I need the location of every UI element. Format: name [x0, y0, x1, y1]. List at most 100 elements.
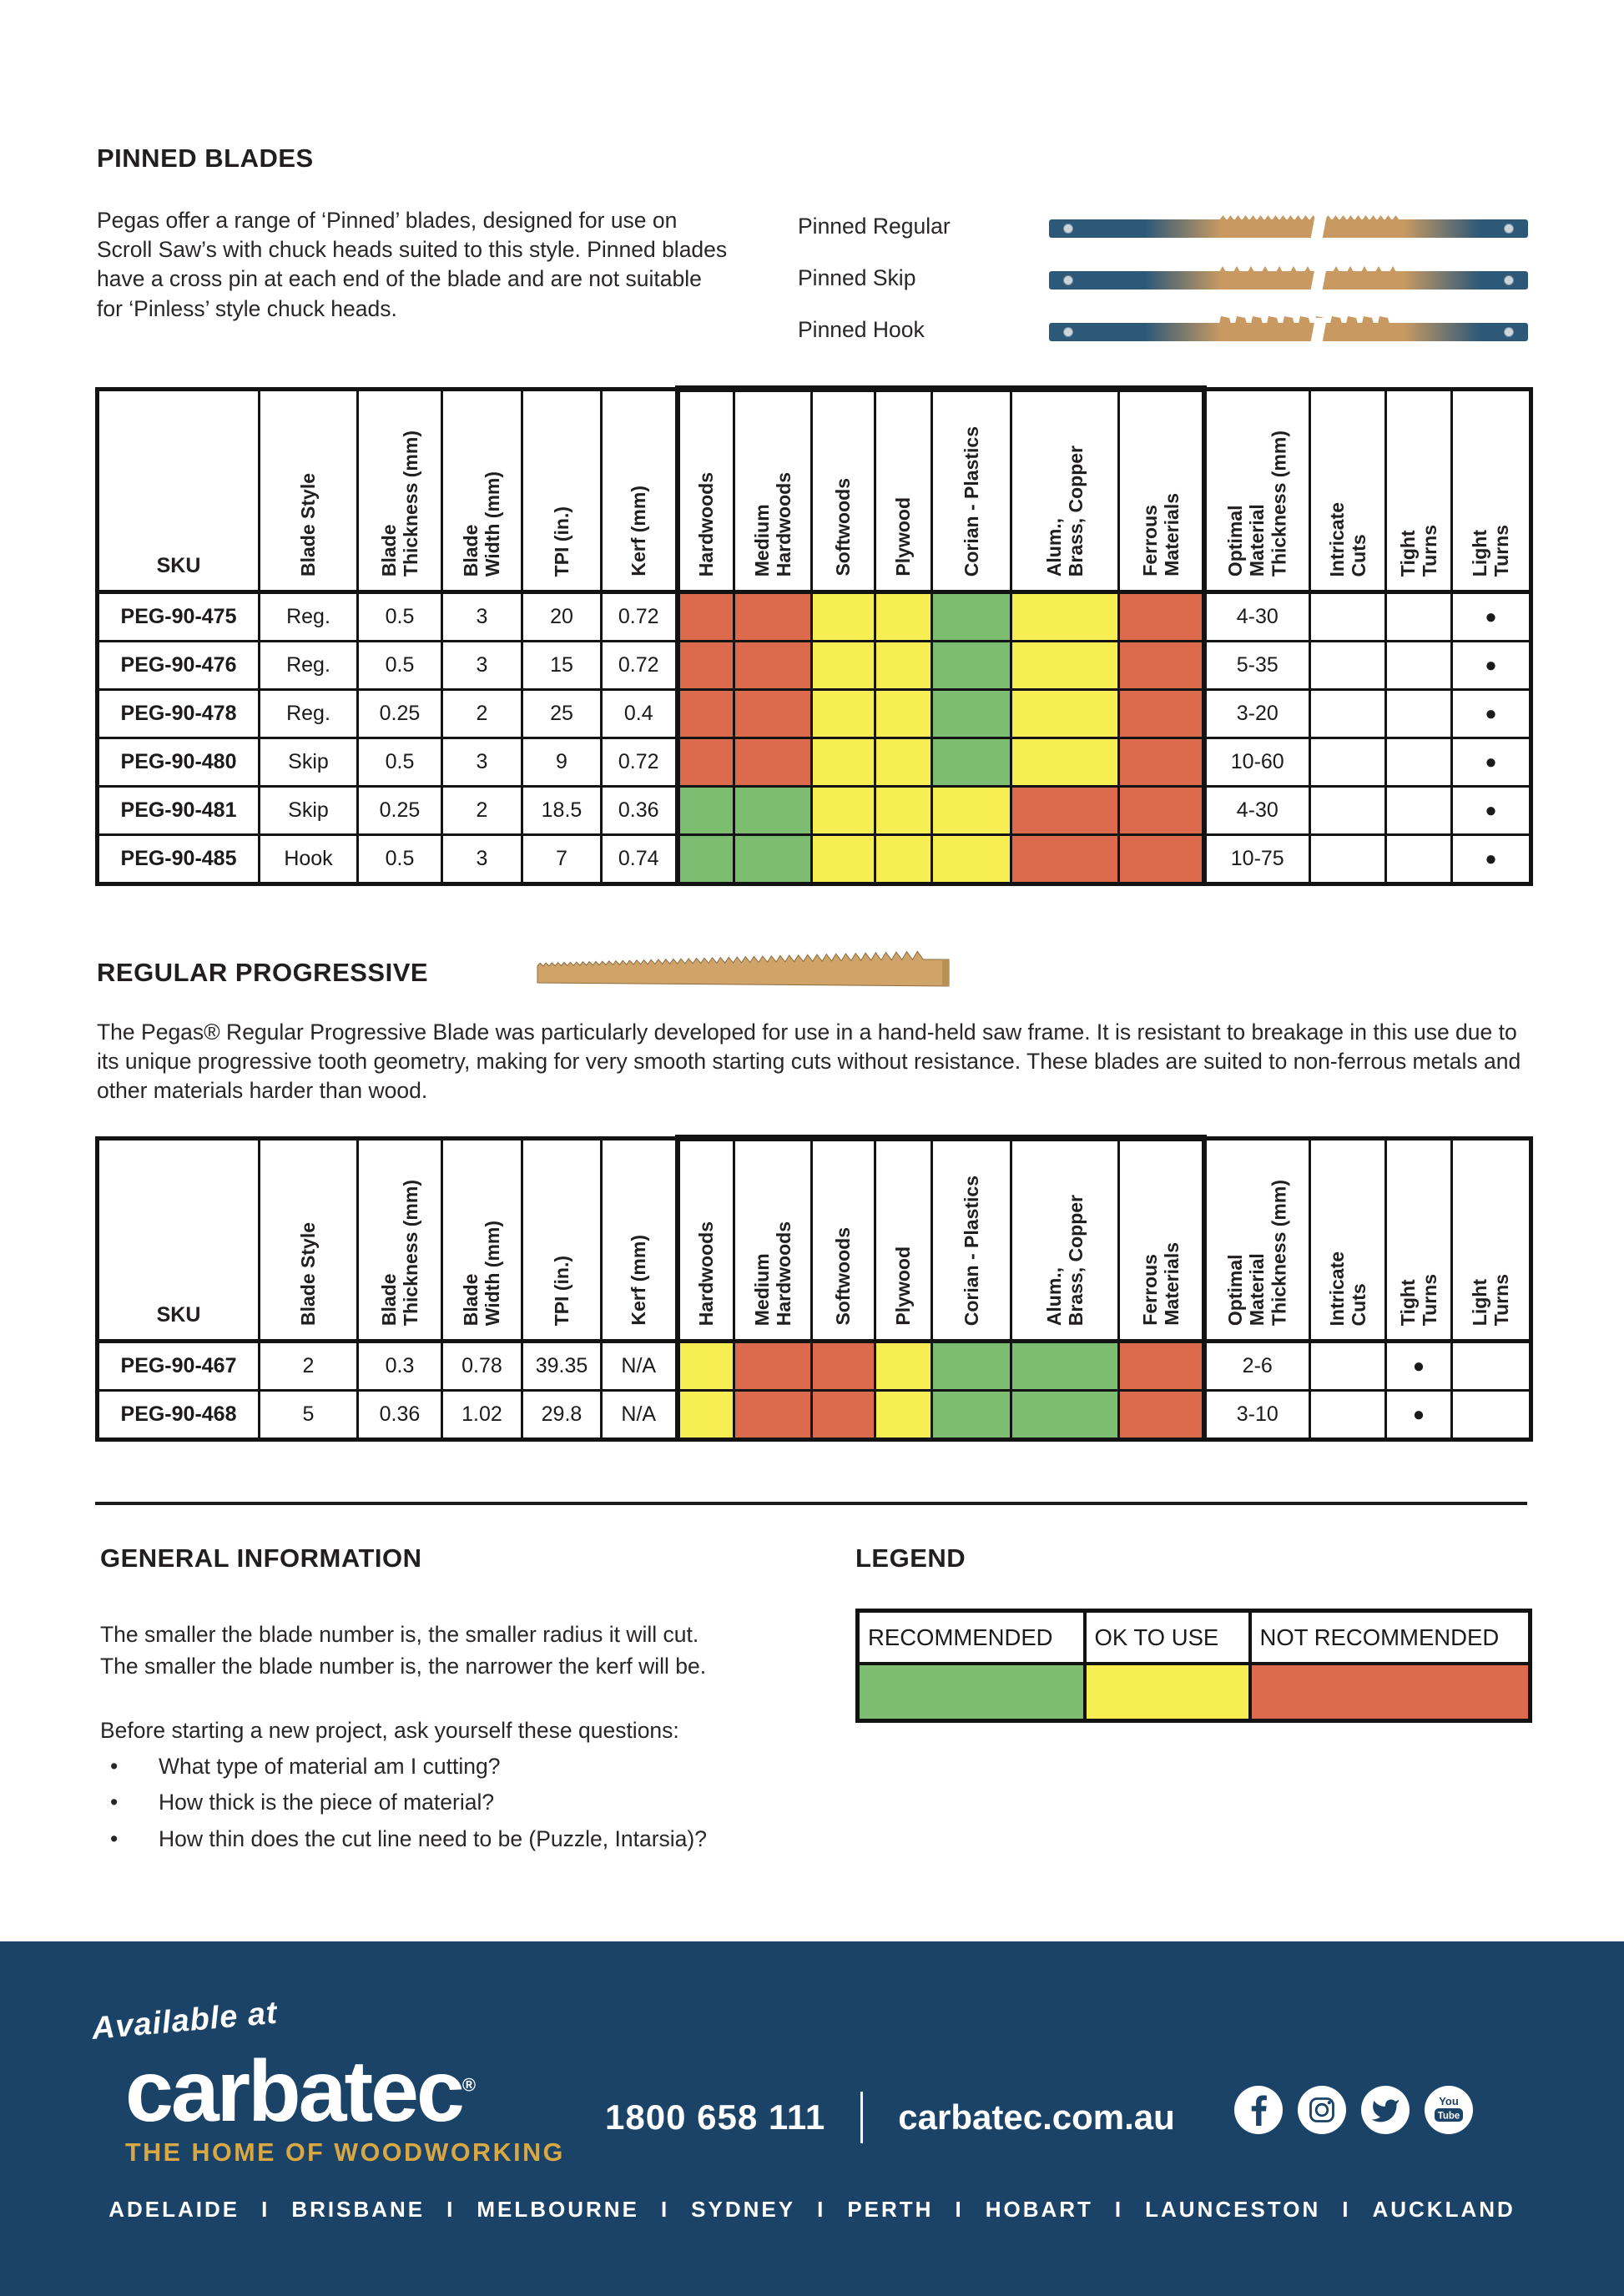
- rating-cell: [1117, 833, 1207, 886]
- city-separator: I: [955, 2197, 964, 2222]
- table-row: PEG-90-476 Reg. 0.5 3 15 0.72 5-35 ●: [96, 640, 1532, 691]
- youtube-icon[interactable]: You Tube: [1424, 2085, 1474, 2135]
- column-header: Kerf (mm): [600, 1136, 678, 1343]
- value-cell: 18.5: [521, 785, 603, 836]
- value-cell: 10-60: [1203, 737, 1311, 788]
- column-header: Blade Thickness (mm): [356, 1136, 443, 1343]
- instagram-icon[interactable]: [1297, 2085, 1347, 2135]
- sku-cell: PEG-90-481: [96, 785, 260, 836]
- table-row: PEG-90-485 Hook 0.5 3 7 0.74 10-75 ●: [96, 833, 1532, 886]
- value-cell: 2: [441, 688, 523, 739]
- rating-cell: [810, 640, 876, 691]
- value-cell: 0.25: [356, 785, 443, 836]
- facebook-icon[interactable]: [1233, 2085, 1284, 2135]
- social-icons: You Tube: [1233, 2085, 1474, 2135]
- value-cell: Hook: [258, 833, 359, 885]
- value-cell: 3: [441, 833, 523, 885]
- registered-mark: ®: [461, 2074, 477, 2096]
- column-header: Intricate Cuts: [1309, 387, 1387, 594]
- column-header: Tight Turns: [1384, 1136, 1453, 1343]
- column-header: Medium Hardwoods: [733, 385, 813, 594]
- city-separator: I: [1342, 2197, 1351, 2222]
- rating-cell: [1010, 833, 1120, 886]
- rating-cell: [931, 737, 1012, 788]
- rating-cell: [1117, 640, 1207, 691]
- rating-cell: [1010, 640, 1120, 691]
- value-cell: 3: [441, 640, 523, 691]
- value-cell: [1309, 591, 1387, 642]
- value-cell: 2: [258, 1340, 359, 1392]
- pinned-regular-blade-image: [1048, 209, 1529, 243]
- city-separator: I: [261, 2197, 270, 2222]
- value-cell: 29.8: [521, 1389, 603, 1441]
- rating-cell: [931, 591, 1012, 642]
- section-divider: [95, 1502, 1527, 1505]
- city-separator: I: [660, 2197, 670, 2222]
- legend-swatch-row: [855, 1662, 1532, 1723]
- sku-cell: PEG-90-467: [96, 1340, 260, 1392]
- rating-cell: [931, 1340, 1012, 1392]
- rating-cell: [674, 640, 735, 691]
- column-header: Hardwoods: [674, 1135, 735, 1343]
- value-cell: 0.5: [356, 591, 443, 642]
- value-cell: [1309, 833, 1387, 885]
- value-cell: 0.36: [600, 785, 678, 836]
- legend-swatch-ok: [1082, 1662, 1252, 1723]
- value-cell: [1309, 785, 1387, 836]
- column-header: Optimal Material Thickness (mm): [1203, 387, 1311, 594]
- website-link[interactable]: carbatec.com.au: [898, 2097, 1175, 2137]
- rating-cell: [874, 1389, 933, 1442]
- column-header: Intricate Cuts: [1309, 1136, 1387, 1343]
- pinned-blades-description: Pegas offer a range of ‘Pinned’ blades, …: [97, 208, 728, 321]
- progressive-blades-table: SKU Blade Style Blade Thickness (mm) Blade …: [95, 1135, 1533, 1442]
- rating-cell: [733, 833, 813, 886]
- value-cell: 0.72: [600, 737, 678, 788]
- contact-divider: [860, 2092, 864, 2143]
- footer-city: HOBART: [985, 2197, 1093, 2222]
- value-cell: [1309, 640, 1387, 691]
- blade-label: Pinned Skip: [798, 264, 916, 290]
- table-row: PEG-90-468 5 0.36 1.02 29.8 N/A 3-10 ●: [96, 1389, 1532, 1442]
- column-header: Alum., Brass, Copper: [1010, 1135, 1120, 1343]
- general-information-title: GENERAL INFORMATION: [100, 1543, 422, 1573]
- value-cell: [1384, 833, 1453, 885]
- rating-cell: [1010, 688, 1120, 739]
- column-header: TPI (in.): [521, 387, 603, 594]
- value-cell: Reg.: [258, 591, 359, 642]
- bullet-glyph: •: [110, 1825, 119, 1851]
- rating-cell: [674, 688, 735, 739]
- rating-cell: [931, 640, 1012, 691]
- rating-cell: [1117, 688, 1207, 739]
- question-item: • What type of material am I cutting?: [100, 1752, 851, 1780]
- city-separator: I: [817, 2197, 826, 2222]
- value-cell: 10-75: [1203, 833, 1311, 885]
- rating-cell: [1117, 1340, 1207, 1392]
- rating-cell: [810, 1389, 876, 1442]
- value-cell: Skip: [258, 785, 359, 836]
- value-cell: [1309, 737, 1387, 788]
- sku-cell: PEG-90-485: [96, 833, 260, 885]
- value-cell: ●: [1384, 1389, 1453, 1441]
- value-cell: N/A: [600, 1340, 678, 1392]
- progressive-blade-image: [534, 946, 956, 993]
- value-cell: 15: [521, 640, 603, 691]
- column-header: Corian - Plastics: [931, 1135, 1012, 1343]
- footer: Available at carbatec® THE HOME OF WOODW…: [0, 1941, 1624, 2296]
- rating-cell: [733, 640, 813, 691]
- rating-cell: [874, 688, 933, 739]
- question-text: How thick is the piece of material?: [159, 1790, 495, 1815]
- legend-title: LEGEND: [855, 1543, 966, 1573]
- column-header: Blade Style: [258, 1136, 359, 1343]
- blade-label: Pinned Regular: [798, 213, 951, 239]
- legend-section: LEGEND RECOMMENDED OK TO USE NOT RECOMMEND…: [855, 1543, 1532, 1723]
- question-text: What type of material am I cutting?: [159, 1754, 501, 1779]
- column-header: SKU: [96, 387, 260, 594]
- value-cell: 0.72: [600, 591, 678, 642]
- value-cell: ●: [1384, 1340, 1453, 1392]
- value-cell: 25: [521, 688, 603, 739]
- rating-cell: [1117, 737, 1207, 788]
- value-cell: Skip: [258, 737, 359, 788]
- city-separator: I: [1114, 2197, 1124, 2222]
- twitter-icon[interactable]: [1360, 2085, 1410, 2135]
